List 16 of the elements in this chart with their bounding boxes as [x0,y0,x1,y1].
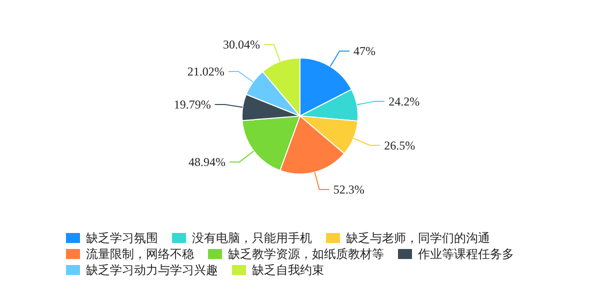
legend-label: 作业等课程任务多 [418,246,514,262]
data-label: 30.04% [222,38,260,52]
data-label: 21.02% [187,64,224,78]
legend-label: 缺乏学习动力与学习兴趣 [86,262,218,278]
legend-label: 缺乏学习氛围 [86,230,158,246]
data-label: 52.3% [333,182,364,196]
legend-label: 缺乏教学资源，如纸质教材等 [228,246,384,262]
data-label: 24.2% [388,94,420,108]
legend-label: 缺乏与老师，同学们的沟通 [346,230,490,246]
data-label: 26.5% [384,138,416,152]
data-label: 47% [354,44,376,58]
legend-label: 没有电脑，只能用手机 [192,230,312,246]
legend-label: 缺乏自我约束 [252,262,324,278]
legend-label: 流量限制，网络不稳 [86,246,194,262]
data-label: 19.79% [174,98,211,112]
data-label: 48.94% [188,154,226,169]
